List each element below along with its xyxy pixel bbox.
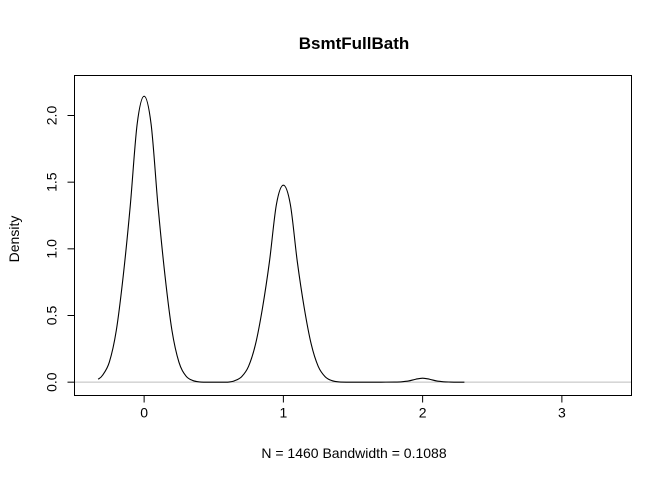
density-point xyxy=(443,381,444,382)
density-point xyxy=(234,380,235,381)
x-axis-label: N = 1460 Bandwidth = 0.1088 xyxy=(261,445,446,461)
density-point xyxy=(192,380,193,381)
density-point xyxy=(102,375,103,376)
density-point xyxy=(436,380,437,381)
density-point xyxy=(283,185,284,186)
density-point xyxy=(297,261,298,262)
density-point xyxy=(276,204,277,205)
density-point xyxy=(157,206,158,207)
density-point xyxy=(457,382,458,383)
density-point xyxy=(338,381,339,382)
y-tick-label: 1.0 xyxy=(44,239,60,259)
density-point xyxy=(380,382,381,383)
density-point xyxy=(408,380,409,381)
density-point xyxy=(325,376,326,377)
density-point xyxy=(352,382,353,383)
y-tick-label: 0.0 xyxy=(44,372,60,392)
plot-frame xyxy=(74,75,632,396)
x-tick-label: 1 xyxy=(279,405,287,421)
density-point xyxy=(213,382,214,383)
density-point xyxy=(332,380,333,381)
density-point xyxy=(429,379,430,380)
density-point xyxy=(171,330,172,331)
density-point xyxy=(248,366,249,367)
density-point xyxy=(241,376,242,377)
density-point xyxy=(199,381,200,382)
y-tick-label: 2.0 xyxy=(44,106,60,126)
density-point xyxy=(164,275,165,276)
density-point xyxy=(415,379,416,380)
density-point xyxy=(422,378,423,379)
density-point xyxy=(366,382,367,383)
x-tick-label: 0 xyxy=(140,405,148,421)
density-point xyxy=(98,379,99,380)
x-tick-label: 3 xyxy=(558,405,566,421)
density-point xyxy=(255,344,256,345)
density-point xyxy=(137,123,138,124)
density-point xyxy=(290,204,291,205)
density-point xyxy=(262,307,263,308)
density-point xyxy=(318,366,319,367)
y-axis-label: Density xyxy=(6,216,22,263)
density-point xyxy=(178,362,179,363)
density-point xyxy=(109,362,110,363)
density-point xyxy=(123,275,124,276)
y-tick-label: 1.5 xyxy=(44,172,60,192)
density-point xyxy=(116,330,117,331)
density-point xyxy=(220,382,221,383)
density-point xyxy=(206,382,207,383)
density-point xyxy=(185,375,186,376)
density-curve-0 xyxy=(97,95,465,383)
density-point xyxy=(227,382,228,383)
x-tick-label: 2 xyxy=(419,405,427,421)
density-point xyxy=(401,381,402,382)
density-point xyxy=(304,307,305,308)
density-point xyxy=(450,381,451,382)
density-point xyxy=(144,96,145,97)
chart-title: BsmtFullBath xyxy=(299,34,410,53)
density-point xyxy=(464,382,465,383)
density-point xyxy=(130,206,131,207)
density-point xyxy=(150,123,151,124)
density-point xyxy=(394,381,395,382)
density-point xyxy=(269,261,270,262)
y-tick-label: 0.5 xyxy=(44,306,60,326)
density-point xyxy=(311,344,312,345)
